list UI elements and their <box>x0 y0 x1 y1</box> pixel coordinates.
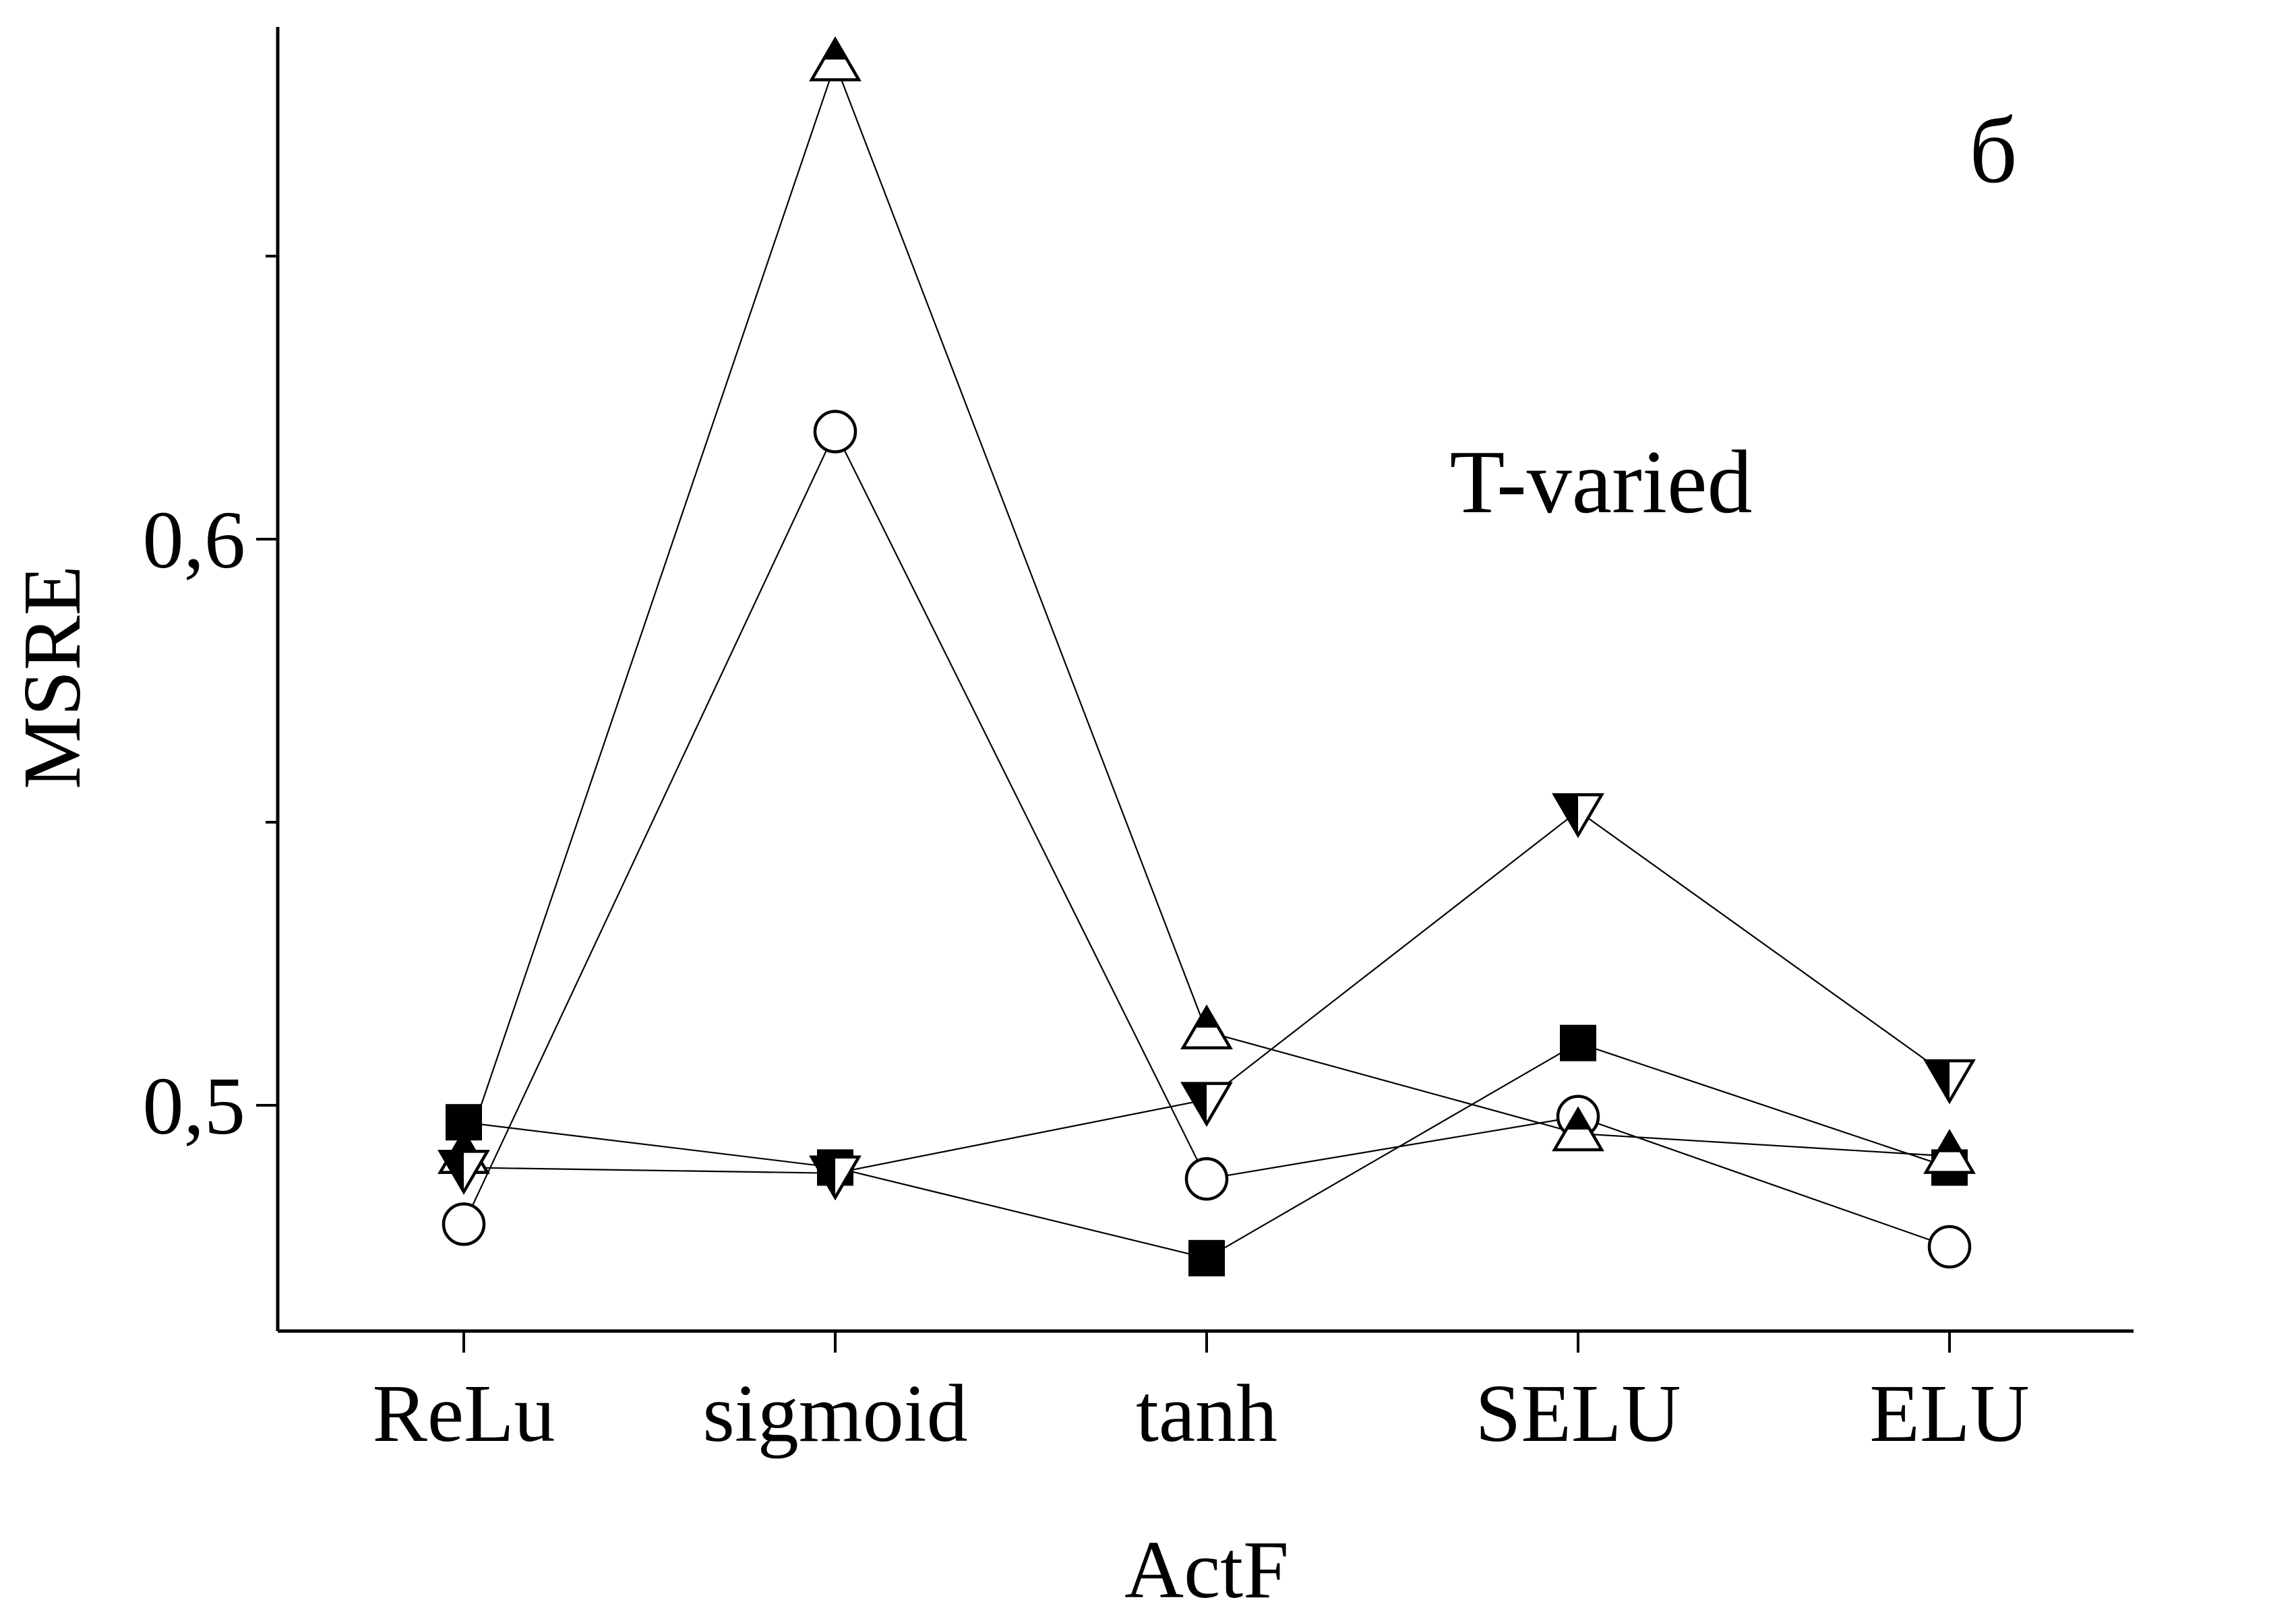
y-axis-title: MSRE <box>7 565 98 789</box>
x-axis-title: ActF <box>1124 1524 1289 1604</box>
data-point <box>1923 1059 1976 1105</box>
x-tick-label: SELU <box>1476 1368 1681 1459</box>
x-tick-label: sigmoid <box>702 1368 967 1459</box>
x-tick-label: ELU <box>1869 1368 2029 1459</box>
data-point <box>437 1150 490 1195</box>
data-point <box>1552 793 1604 838</box>
data-point <box>1188 1239 1225 1276</box>
series-lines <box>462 61 1950 1259</box>
series-line-half-filled-triangle-up <box>462 61 1950 1157</box>
ticks: 0,5 0,6 ReLu sigmoid tanh SELU ELU <box>143 255 2030 1459</box>
data-point <box>1180 1004 1233 1050</box>
panel-label: б <box>1969 98 2017 203</box>
data-point <box>442 1202 486 1246</box>
data-point <box>1180 1082 1233 1128</box>
annotation-label: T-varied <box>1450 432 1753 532</box>
x-tick-label: ReLu <box>372 1368 555 1459</box>
data-point <box>809 36 862 82</box>
series-line-filled-square <box>463 1042 1950 1259</box>
x-tick-label: tanh <box>1136 1368 1277 1459</box>
chart-marks <box>437 36 1976 1276</box>
data-point <box>1560 1024 1596 1061</box>
data-point <box>1552 1106 1604 1152</box>
y-tick-label: 0,5 <box>143 1061 246 1152</box>
series-markers <box>437 36 1976 1276</box>
data-point <box>1923 1129 1976 1174</box>
data-point <box>1184 1156 1229 1201</box>
data-point <box>809 1155 862 1201</box>
data-point <box>1927 1225 1972 1269</box>
y-tick-label: 0,6 <box>143 495 246 586</box>
data-point <box>813 410 857 454</box>
